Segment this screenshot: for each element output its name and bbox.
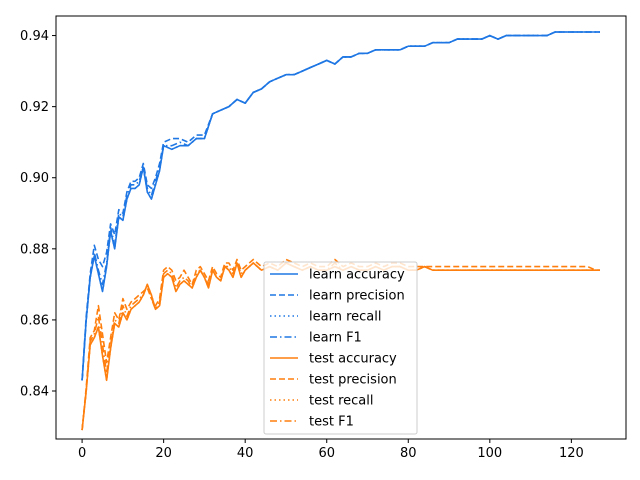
x-tick-label-3: 60 xyxy=(318,446,335,461)
y-tick-label-5: 0.94 xyxy=(20,29,49,44)
y-tick-label-4: 0.92 xyxy=(20,100,49,115)
legend-label-6: test recall xyxy=(309,394,374,409)
y-axis: 0.84 0.86 0.88 0.90 0.92 0.94 xyxy=(20,29,56,400)
legend: learn accuracy learn precision learn recal… xyxy=(263,261,418,435)
series-line-3 xyxy=(81,31,600,381)
plot-frame xyxy=(55,15,627,440)
y-tick-label-1: 0.86 xyxy=(20,313,49,328)
legend-box xyxy=(263,261,418,435)
y-tick-label-3: 0.90 xyxy=(20,171,49,186)
x-tick-label-4: 80 xyxy=(400,446,417,461)
x-tick-label-5: 100 xyxy=(477,446,502,461)
y-tick-label-2: 0.88 xyxy=(20,242,49,257)
x-tick-label-6: 120 xyxy=(559,446,584,461)
x-tick-label-0: 0 xyxy=(78,446,86,461)
series-layer xyxy=(81,31,600,431)
legend-items: learn accuracy learn precision learn recal… xyxy=(270,268,405,430)
y-tick-label-0: 0.84 xyxy=(20,385,49,400)
x-tick-label-1: 20 xyxy=(155,446,172,461)
x-tick-label-2: 40 xyxy=(237,446,254,461)
legend-label-0: learn accuracy xyxy=(309,268,405,283)
legend-label-7: test F1 xyxy=(309,415,354,430)
legend-label-2: learn recall xyxy=(309,310,381,325)
legend-label-3: learn F1 xyxy=(309,331,362,346)
legend-label-4: test accuracy xyxy=(309,352,397,367)
legend-label-1: learn precision xyxy=(309,289,405,304)
series-line-4 xyxy=(81,262,600,431)
x-axis: 0 20 40 60 80 100 120 xyxy=(78,439,584,461)
series-line-5 xyxy=(81,258,600,431)
legend-label-5: test precision xyxy=(309,373,397,388)
